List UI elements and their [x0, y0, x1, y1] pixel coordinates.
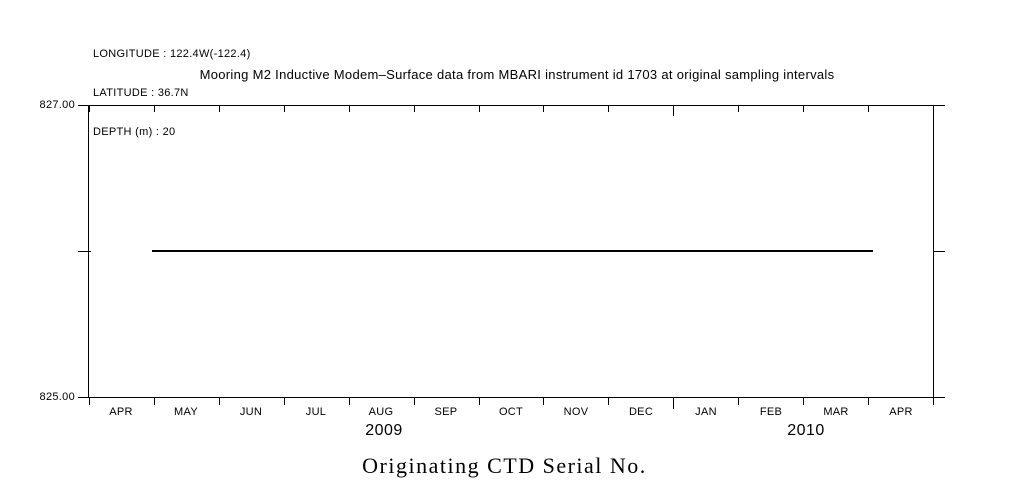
x-tick-top [284, 105, 285, 112]
x-tick-top [543, 105, 544, 112]
y-tick-label: 825.00 [39, 391, 75, 403]
plot-frame-bottom [88, 397, 933, 398]
y-tick-left [78, 251, 91, 252]
y-tick-label: 827.00 [39, 99, 75, 111]
x-tick-top [933, 105, 934, 112]
month-label: JUL [305, 406, 327, 418]
x-tick-top [803, 105, 804, 112]
x-tick-bottom [349, 397, 350, 405]
plot-frame-top [88, 105, 933, 106]
x-tick-bottom [154, 397, 155, 405]
x-tick-bottom [543, 397, 544, 405]
x-tick-bottom [933, 397, 934, 405]
y-tick-right [933, 251, 945, 252]
month-label: APR [889, 406, 913, 418]
x-tick-bottom [803, 397, 804, 405]
axis-title-bottom: Originating CTD Serial No. [362, 453, 647, 478]
month-label: APR [109, 406, 133, 418]
month-label: NOV [563, 406, 589, 418]
x-tick-top [349, 105, 350, 112]
x-tick-bottom [738, 397, 739, 405]
month-label: SEP [434, 406, 458, 418]
x-tick-top [738, 105, 739, 112]
latitude-label: LATITUDE : 36.7N [93, 87, 189, 99]
x-tick-top [89, 105, 90, 112]
y-tick-right [933, 105, 945, 106]
y-tick-right [933, 397, 945, 398]
year-label: 2009 [365, 422, 403, 439]
month-label: MAY [174, 406, 198, 418]
x-tick-bottom [284, 397, 285, 405]
chart-title: Mooring M2 Inductive Modem–Surface data … [199, 67, 835, 82]
month-label: MAR [823, 406, 849, 418]
month-label: JUN [239, 406, 263, 418]
x-tick-top [479, 105, 480, 112]
month-label: AUG [368, 406, 394, 418]
y-tick-left [78, 105, 91, 106]
month-label: OCT [498, 406, 524, 418]
x-tick-top [868, 105, 869, 112]
month-label: FEB [759, 406, 783, 418]
x-tick-top [608, 105, 609, 112]
x-tick-bottom [479, 397, 480, 405]
longitude-label: LONGITUDE : 122.4W(-122.4) [93, 48, 251, 60]
metadata-block: LONGITUDE : 122.4W(-122.4) LATITUDE : 36… [93, 22, 251, 165]
x-tick-bottom [219, 397, 220, 405]
x-tick-top [219, 105, 220, 112]
y-tick-left [78, 397, 91, 398]
data-line [152, 250, 873, 252]
x-tick-bottom [868, 397, 869, 405]
month-label: JAN [695, 406, 717, 418]
x-tick-bottom [414, 397, 415, 405]
x-tick-top [154, 105, 155, 112]
x-tick-top [414, 105, 415, 112]
x-tick-bottom [608, 397, 609, 405]
x-tick-bottom [673, 397, 674, 409]
depth-label: DEPTH (m) : 20 [93, 126, 176, 138]
month-label: DEC [628, 406, 654, 418]
year-label: 2010 [787, 422, 825, 439]
x-tick-top [673, 105, 674, 116]
x-tick-bottom [89, 397, 90, 405]
